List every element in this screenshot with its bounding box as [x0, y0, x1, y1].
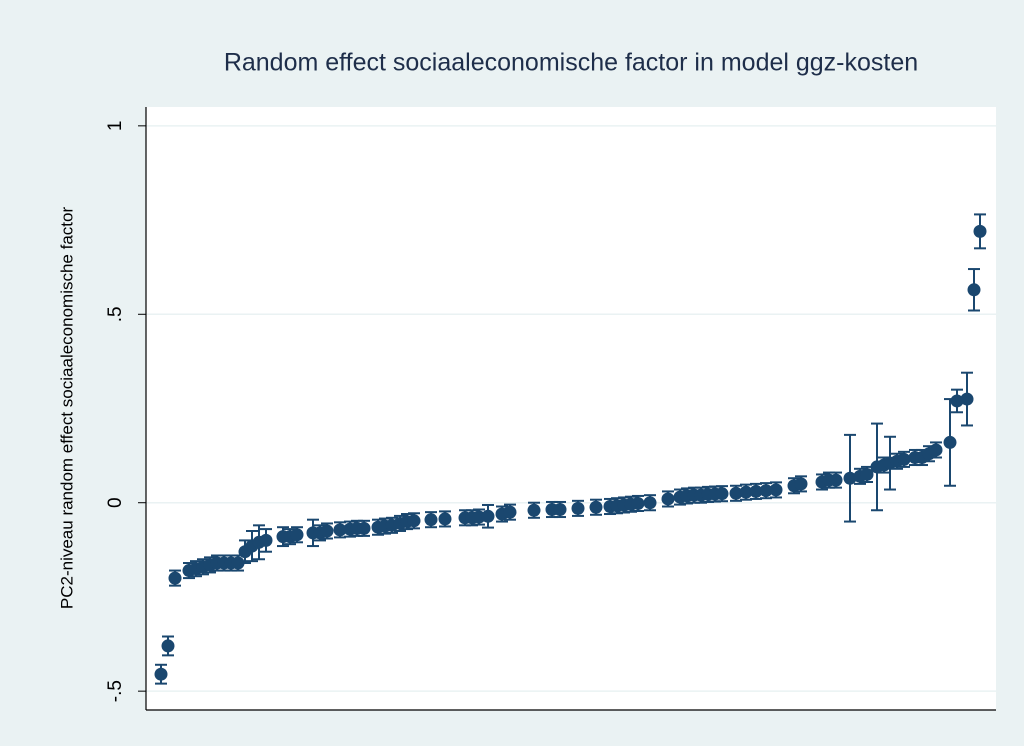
- point: [973, 224, 987, 238]
- point: [259, 533, 273, 547]
- point: [897, 452, 911, 466]
- point: [571, 501, 585, 515]
- point: [231, 556, 245, 570]
- point: [424, 513, 438, 527]
- y-tick-label: 1: [105, 121, 126, 132]
- point: [481, 509, 495, 523]
- y-axis-label: PC2-niveau random effect sociaaleconomis…: [57, 207, 76, 610]
- y-tick-label: -.5: [105, 680, 126, 702]
- plot-area: [146, 107, 996, 710]
- point: [168, 571, 182, 585]
- point: [843, 471, 857, 485]
- point: [950, 394, 964, 408]
- y-tick-label: 0: [105, 497, 126, 508]
- point: [661, 492, 675, 506]
- point: [631, 496, 645, 510]
- point: [438, 512, 452, 526]
- point: [290, 528, 304, 542]
- point: [333, 523, 347, 537]
- point: [643, 496, 657, 510]
- point: [794, 477, 808, 491]
- point: [320, 524, 334, 538]
- chart-title: Random effect sociaaleconomische factor …: [224, 49, 918, 77]
- point: [759, 484, 773, 498]
- point: [715, 487, 729, 501]
- point: [357, 521, 371, 535]
- point: [749, 484, 763, 498]
- point: [154, 667, 168, 681]
- point: [739, 485, 753, 499]
- point: [407, 514, 421, 528]
- point: [527, 503, 541, 517]
- point: [161, 639, 175, 653]
- point: [829, 473, 843, 487]
- point: [503, 505, 517, 519]
- point: [769, 483, 783, 497]
- point: [860, 467, 874, 481]
- point: [967, 283, 981, 297]
- point: [553, 503, 567, 517]
- point: [589, 500, 603, 514]
- point: [943, 435, 957, 449]
- point: [729, 486, 743, 500]
- point: [960, 392, 974, 406]
- y-tick-label: .5: [105, 306, 126, 322]
- point: [929, 443, 943, 457]
